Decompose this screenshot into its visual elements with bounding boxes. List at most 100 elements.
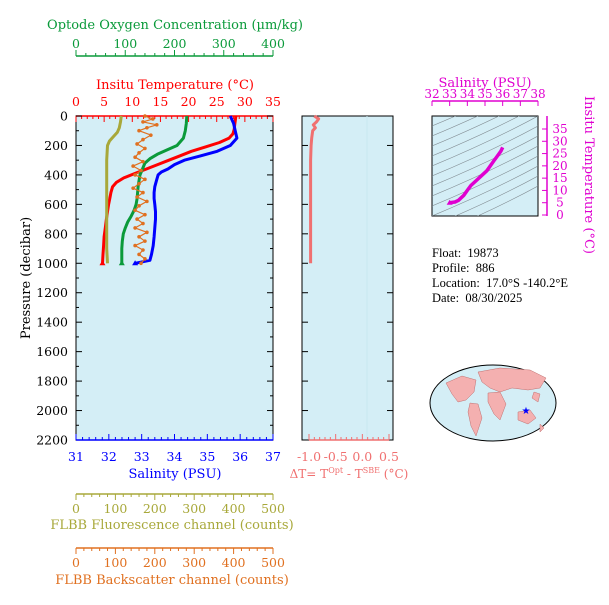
backscatter-point — [131, 164, 135, 168]
backscatter-point — [143, 257, 147, 261]
backscatter-point — [145, 125, 149, 130]
backscatter-point — [145, 199, 149, 204]
ts-salinity-tick-label: 35 — [477, 87, 492, 101]
float-value: 19873 — [467, 246, 499, 260]
oxygen-axis-title: Optode Oxygen Concentration (µm/kg) — [47, 18, 303, 33]
location-label: Location: — [432, 276, 480, 290]
backscatter-point — [141, 190, 145, 195]
pressure-tick-label: 600 — [44, 197, 68, 212]
delta-t-plot-area — [301, 115, 394, 441]
pressure-tick-label: 800 — [44, 226, 68, 241]
ts-temperature-tick-label: 20 — [552, 159, 567, 173]
backscatter-point — [133, 208, 137, 213]
backscatter-axis: 0 100 200 300 400 500 — [72, 547, 285, 570]
fluorescence-axis-tick-label: 500 — [261, 501, 285, 516]
profile-label: Profile: — [432, 261, 470, 275]
oxygen-axis-tick-label: 0 — [72, 36, 80, 51]
backscatter-point — [133, 226, 137, 230]
backscatter-point — [133, 243, 137, 248]
delta-t-axis-tick-label: -1.0 — [297, 449, 321, 464]
profile-row: Profile: 886 — [432, 261, 568, 276]
delta-t-axis: -1.0 -0.5 0.0 0.5 — [297, 434, 399, 464]
ts-temperature-tick-label: 15 — [552, 171, 567, 185]
pressure-tick-label: 200 — [44, 138, 68, 153]
backscatter-point — [141, 159, 145, 164]
salinity-axis-tick-label: 33 — [134, 449, 150, 464]
oxygen-axis-tick-label: 100 — [113, 36, 137, 51]
fluorescence-axis-tick-label: 400 — [222, 501, 246, 516]
delta-t-axis-tick-label: -0.5 — [324, 449, 348, 464]
backscatter-point — [135, 142, 139, 146]
fluorescence-profile — [105, 115, 123, 264]
ts-salinity-tick-label: 32 — [424, 87, 439, 101]
backscatter-axis-tick-label: 100 — [103, 555, 127, 570]
oxygen-axis-tick-label: 300 — [212, 36, 236, 51]
date-row: Date: 08/30/2025 — [432, 291, 568, 306]
backscatter-point — [137, 128, 141, 133]
temperature-axis-tick-label: 20 — [181, 94, 197, 109]
backscatter-point — [143, 114, 147, 118]
ts-salinity-tick-label: 34 — [460, 87, 476, 101]
delta-t-axis-tick-label: 0.5 — [379, 449, 399, 464]
pressure-tick-label: 1600 — [36, 344, 68, 359]
backscatter-point — [141, 120, 145, 124]
ts-salinity-tick-label: 37 — [513, 87, 528, 101]
ts-temperature-tick-label: 10 — [552, 183, 567, 197]
fluorescence-axis-tick-label: 100 — [103, 501, 127, 516]
backscatter-point — [145, 230, 149, 235]
ts-curve — [449, 146, 505, 205]
float-location-marker: ★ — [522, 406, 531, 417]
backscatter-point — [139, 168, 143, 173]
pressure-tick-label: 1000 — [36, 256, 68, 271]
salinity-axis-tick-label: 35 — [199, 449, 215, 464]
float-label: Float: — [432, 246, 462, 260]
delta-t-profile — [309, 114, 321, 264]
oxygen-axis-tick-label: 400 — [261, 36, 285, 51]
backscatter-axis-tick-label: 0 — [72, 555, 80, 570]
pressure-tick-label: 400 — [44, 167, 68, 182]
salinity-axis-title: Salinity (PSU) — [129, 467, 222, 482]
backscatter-point — [143, 239, 147, 243]
ts-temperature-tick-label: 35 — [552, 122, 567, 136]
backscatter-point — [154, 123, 159, 127]
fluorescence-axis-tick-label: 0 — [72, 501, 80, 516]
ts-temperature-tick-label: 0 — [556, 208, 564, 222]
backscatter-axis-tick-label: 500 — [261, 555, 285, 570]
float-info-panel: Float: 19873 Profile: 886 Location: 17.0… — [432, 246, 568, 306]
temperature-axis-title: Insitu Temperature (°C) — [96, 78, 254, 93]
temperature-axis: 0 5 10 15 20 25 30 35 — [72, 94, 281, 122]
ts-curve-end-marker — [446, 199, 453, 205]
backscatter-point — [137, 151, 141, 155]
world-map-inset: ★ — [429, 364, 557, 442]
temperature-axis-tick-label: 35 — [265, 94, 281, 109]
fluorescence-axis-tick-label: 300 — [182, 501, 206, 516]
pressure-tick-label: 1400 — [36, 315, 68, 330]
pressure-axis: 0 200 400 600 800 1000 1200 1400 1600 1800 2000 220… — [36, 109, 393, 448]
pressure-tick-label: 2000 — [36, 403, 68, 418]
salinity-axis: 31 32 33 34 35 36 37 — [68, 434, 281, 464]
backscatter-point — [143, 177, 147, 182]
salinity-axis-tick-label: 37 — [265, 449, 281, 464]
backscatter-point — [137, 234, 141, 239]
world-map-land — [445, 367, 547, 437]
pressure-tick-label: 2200 — [36, 433, 68, 448]
temperature-axis-tick-label: 5 — [100, 94, 108, 109]
delta-t-axis-title: ΔT= TOpt - TSBE (°C) — [290, 466, 409, 481]
salinity-profile-end-marker — [132, 260, 139, 266]
oxygen-axis-tick-label: 200 — [163, 36, 187, 51]
ts-temperature-axis-title: Insitu Temperature (°C) — [581, 96, 596, 254]
backscatter-axis-tick-label: 400 — [222, 555, 246, 570]
backscatter-axis-tick-label: 200 — [143, 555, 167, 570]
ts-salinity-tick-label: 36 — [495, 87, 510, 101]
fluorescence-axis-tick-label: 200 — [143, 501, 167, 516]
float-row: Float: 19873 — [432, 246, 568, 261]
ts-density-contours — [432, 116, 538, 216]
temperature-axis-tick-label: 25 — [209, 94, 225, 109]
backscatter-point — [151, 117, 155, 121]
backscatter-point — [143, 146, 147, 151]
backscatter-axis-title: FLBB Backscatter channel (counts) — [55, 573, 289, 588]
backscatter-point — [131, 186, 135, 190]
ts-temperature-tick-label: 25 — [552, 147, 567, 161]
